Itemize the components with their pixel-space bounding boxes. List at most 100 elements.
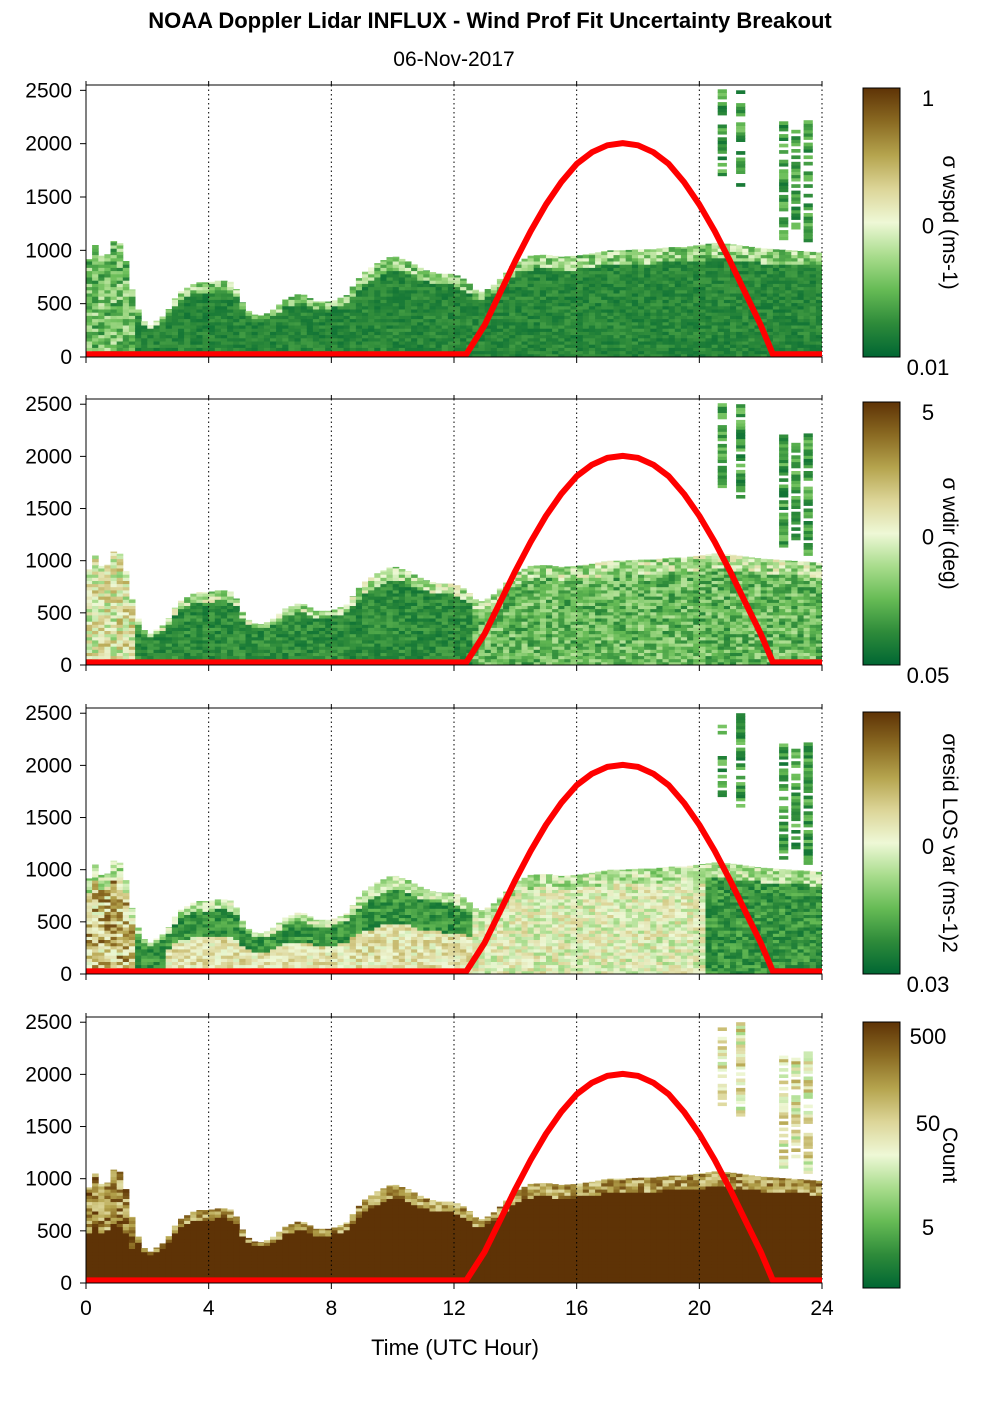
heatmap-cell (165, 309, 173, 310)
heatmap-cell (711, 350, 719, 355)
heatmap-cell (797, 325, 805, 329)
heatmap-cell (785, 280, 792, 284)
heatmap-cell (454, 608, 461, 613)
heatmap-cell (233, 321, 240, 326)
heatmap-cell (754, 289, 762, 294)
heatmap-cell (306, 618, 314, 622)
heatmap-cell (288, 344, 295, 348)
heatmap-cell (331, 646, 338, 650)
heatmap-cell (92, 652, 99, 657)
heatmap-cell (582, 318, 590, 323)
heatmap-cell (613, 328, 621, 332)
heatmap-cell (570, 293, 578, 297)
heatmap-cell (791, 344, 798, 348)
heatmap-cell (331, 655, 338, 660)
heatmap-cell (809, 270, 817, 275)
heatmap-cell (362, 341, 369, 345)
heatmap-cell (337, 652, 345, 657)
heatmap-cell (135, 341, 142, 345)
heatmap-cell (263, 347, 271, 352)
heatmap-cell (466, 318, 473, 323)
heatmap-cell (319, 621, 326, 625)
heatmap-cell (779, 293, 786, 297)
heatmap-cell (86, 621, 93, 625)
heatmap-cell (552, 341, 559, 345)
heatmap-cell (576, 328, 584, 332)
heatmap-cell (374, 646, 381, 650)
heatmap-cell (601, 318, 608, 323)
heatmap-cell (779, 277, 786, 281)
heatmap-cell (122, 277, 130, 281)
heatmap-cell (699, 318, 706, 323)
heatmap-cell (128, 293, 136, 297)
heatmap-cell (466, 302, 473, 307)
heatmap-cell (233, 649, 240, 653)
heatmap-cell (208, 633, 216, 638)
heatmap-cell (539, 264, 547, 268)
heatmap-cell (472, 318, 479, 323)
heatmap-cell (92, 602, 99, 606)
heatmap-cell (294, 646, 302, 650)
heatmap-cell (86, 583, 93, 588)
heatmap-cell (803, 206, 813, 211)
heatmap-cell (601, 334, 608, 339)
heatmap-cell (184, 337, 191, 342)
heatmap-cell (736, 128, 746, 133)
heatmap-cell (644, 254, 651, 259)
heatmap-cell (306, 321, 314, 326)
heatmap-cell (454, 627, 461, 631)
heatmap-cell (239, 302, 246, 307)
heatmap-cell (270, 328, 277, 332)
heatmap-cell (349, 611, 357, 616)
heatmap-cell (644, 264, 651, 268)
heatmap-cell (214, 312, 222, 316)
heatmap-cell (693, 337, 700, 342)
heatmap-cell (564, 302, 571, 307)
heatmap-cell (484, 334, 492, 339)
heatmap-cell (723, 267, 731, 272)
heatmap-cell (171, 618, 179, 622)
heatmap-cell (674, 328, 682, 332)
heatmap-cell (490, 315, 498, 320)
heatmap-cell (337, 297, 345, 300)
heatmap-cell (441, 627, 449, 631)
heatmap-cell (717, 162, 727, 167)
heatmap-cell (546, 328, 553, 332)
heatmap-cell (705, 261, 713, 265)
heatmap-cell (214, 341, 222, 345)
heatmap-cell (423, 618, 430, 622)
heatmap-cell (374, 270, 381, 275)
heatmap-cell (644, 337, 651, 342)
heatmap-cell (619, 277, 627, 281)
heatmap-cell (380, 286, 387, 291)
heatmap-cell (404, 309, 412, 313)
heatmap-cell (98, 583, 105, 588)
heatmap-cell (411, 321, 418, 326)
heatmap-cell (644, 312, 651, 316)
heatmap-cell (239, 337, 246, 342)
heatmap-cell (270, 624, 277, 628)
heatmap-cell (460, 640, 467, 644)
heatmap-cell (680, 273, 688, 278)
heatmap-cell (312, 610, 320, 613)
heatmap-cell (398, 571, 406, 575)
heatmap-cell (417, 315, 424, 320)
heatmap-cell (656, 293, 663, 297)
heatmap-cell (300, 344, 308, 348)
heatmap-cell (98, 596, 105, 600)
heatmap-cell (300, 328, 308, 332)
heatmap-cell (423, 596, 430, 600)
heatmap-cell (521, 315, 529, 320)
heatmap-cell (613, 318, 621, 323)
heatmap-cell (411, 280, 418, 284)
heatmap-cell (650, 318, 657, 323)
heatmap-cell (263, 633, 271, 638)
heatmap-cell (110, 261, 118, 265)
heatmap-cell (797, 254, 805, 259)
heatmap-cell (282, 334, 289, 339)
heatmap-cell (754, 299, 762, 304)
heatmap-cell (730, 277, 737, 281)
heatmap-cell (368, 586, 375, 591)
heatmap-cell (588, 305, 596, 310)
heatmap-cell (110, 655, 118, 660)
